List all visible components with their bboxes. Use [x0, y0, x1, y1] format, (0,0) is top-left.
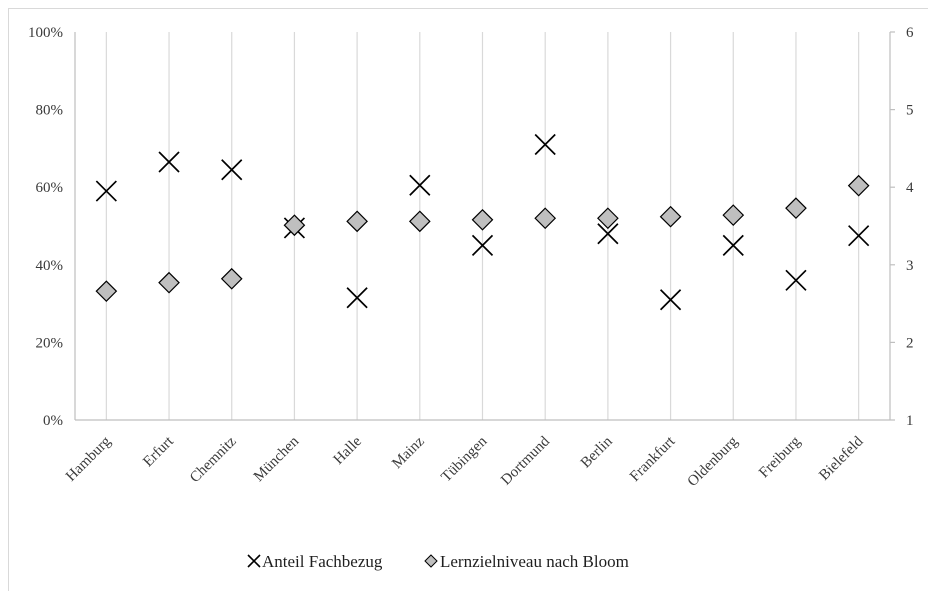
point-bloom	[408, 210, 431, 233]
x-category-label: Oldenburg	[685, 433, 742, 490]
point-bloom	[95, 280, 118, 303]
point-fachbezug	[848, 225, 870, 247]
x-category-label: Hamburg	[63, 433, 115, 485]
point-bloom	[220, 267, 243, 290]
legend-entry-fachbezug: Anteil Fachbezug	[247, 552, 383, 571]
legend-diamond-marker	[424, 554, 438, 568]
x-category-label: Bielefeld	[816, 433, 867, 484]
point-fachbezug	[409, 174, 431, 196]
y-left-tick-label: 100%	[28, 25, 63, 41]
legend-label-fachbezug: Anteil Fachbezug	[262, 552, 383, 571]
x-category-label: München	[251, 433, 303, 485]
point-bloom	[158, 271, 180, 294]
legend-entry-bloom: Lernzielniveau nach Bloom	[424, 552, 629, 571]
y-left-tick-label: 0%	[43, 413, 63, 429]
point-fachbezug	[221, 159, 243, 181]
y-right-tick-label: 3	[906, 258, 914, 274]
point-bloom	[534, 207, 557, 230]
legend-label-bloom: Lernzielniveau nach Bloom	[440, 552, 629, 571]
y-left-tick-label: 60%	[36, 180, 64, 196]
y-right-tick-label: 2	[906, 335, 914, 351]
x-category-label: Dortmund	[498, 433, 553, 488]
x-category-label: Chemnitz	[187, 433, 240, 486]
x-category-label: Halle	[331, 433, 366, 468]
point-bloom	[785, 197, 807, 220]
point-bloom	[597, 207, 619, 230]
y-right-tick-label: 5	[906, 103, 914, 119]
x-category-label: Berlin	[578, 433, 616, 471]
point-fachbezug	[722, 234, 744, 257]
point-fachbezug	[534, 133, 556, 156]
point-fachbezug	[95, 180, 117, 202]
y-right-tick-label: 1	[906, 413, 914, 429]
x-category-label: Erfurt	[140, 433, 177, 470]
data-points	[95, 133, 870, 311]
legend: Anteil Fachbezug Lernzielniveau nach Blo…	[247, 552, 629, 571]
point-fachbezug	[471, 234, 494, 257]
y-left-tick-label: 80%	[36, 103, 64, 119]
point-bloom	[346, 210, 368, 233]
point-fachbezug	[346, 287, 368, 309]
legend-x-marker	[247, 554, 261, 568]
point-bloom	[471, 208, 494, 231]
y-right-tick-label: 6	[906, 25, 914, 41]
y-left-tick-label: 40%	[36, 258, 64, 274]
x-category-label: Frankfurt	[627, 433, 679, 485]
x-category-label: Mainz	[389, 433, 428, 472]
point-fachbezug	[785, 269, 807, 291]
point-bloom	[283, 214, 306, 237]
y-left-tick-label: 20%	[36, 335, 64, 351]
point-fachbezug	[597, 223, 619, 245]
x-category-label: Freiburg	[756, 433, 804, 481]
point-bloom	[659, 205, 682, 228]
point-bloom	[722, 204, 745, 226]
point-fachbezug	[659, 289, 682, 311]
y-right-tick-label: 4	[906, 180, 914, 196]
x-category-label: Tübingen	[438, 433, 490, 485]
axes: 0% 20% 40% 60% 80% 100% 1 2 3 4 5 6 Hamburg Erfurt Che…	[28, 25, 914, 490]
point-fachbezug	[158, 151, 180, 173]
point-bloom	[847, 174, 870, 197]
chart-frame	[8, 8, 928, 591]
